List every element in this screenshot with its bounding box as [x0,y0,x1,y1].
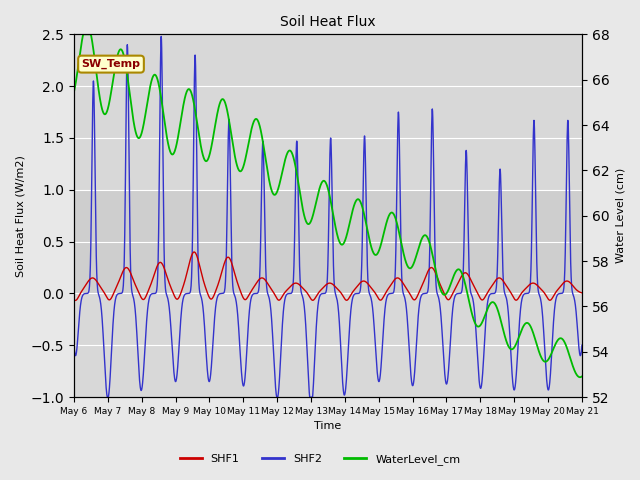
SHF1 [72,298,79,303]
SHF2 [104,394,111,400]
Text: SW_Temp: SW_Temp [81,59,141,69]
SHF2 [212,301,220,307]
SHF1 [548,296,556,302]
SHF2 [548,351,556,357]
SHF2 [354,290,362,296]
Line: WaterLevel_cm: WaterLevel_cm [74,35,582,377]
SHF2 [157,34,165,39]
SHF2 [578,342,586,348]
SHF1 [190,249,198,255]
Title: Soil Heat Flux: Soil Heat Flux [280,15,376,29]
Legend: SHF1, SHF2, WaterLevel_cm: SHF1, SHF2, WaterLevel_cm [175,450,465,469]
Y-axis label: Water Level (cm): Water Level (cm) [615,168,625,264]
SHF2 [343,373,351,379]
Bar [74,190,582,293]
WaterLevel_cm [342,233,350,239]
WaterLevel_cm [548,351,556,357]
Line: SHF2: SHF2 [74,36,582,397]
SHF1 [343,298,351,303]
WaterLevel_cm [578,373,586,379]
SHF1 [354,283,362,288]
WaterLevel_cm [70,89,77,95]
Y-axis label: Soil Heat Flux (W/m2): Soil Heat Flux (W/m2) [15,155,25,276]
WaterLevel_cm [533,343,541,349]
SHF1 [212,287,220,293]
WaterLevel_cm [576,374,584,380]
WaterLevel_cm [212,119,220,125]
WaterLevel_cm [79,32,87,37]
SHF2 [70,342,77,348]
X-axis label: Time: Time [314,421,342,432]
SHF2 [476,382,483,387]
SHF2 [534,279,541,285]
Line: SHF1: SHF1 [74,252,582,300]
SHF1 [70,297,77,302]
SHF1 [476,294,483,300]
WaterLevel_cm [476,324,483,329]
WaterLevel_cm [354,196,362,202]
SHF1 [534,283,541,288]
SHF1 [578,290,586,296]
